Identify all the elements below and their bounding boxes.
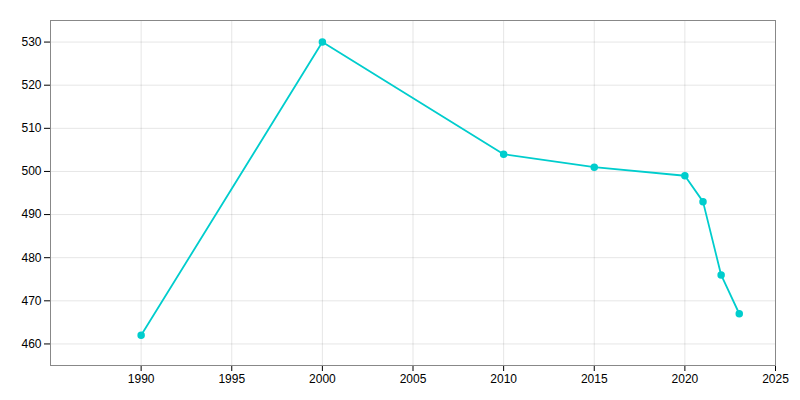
svg-text:1995: 1995: [218, 372, 245, 386]
svg-text:530: 530: [21, 35, 41, 49]
svg-text:2025: 2025: [762, 372, 789, 386]
svg-text:480: 480: [21, 251, 41, 265]
svg-text:2010: 2010: [490, 372, 517, 386]
svg-text:2000: 2000: [309, 372, 336, 386]
svg-text:2015: 2015: [581, 372, 608, 386]
svg-text:2020: 2020: [672, 372, 699, 386]
svg-text:1990: 1990: [128, 372, 155, 386]
svg-text:500: 500: [21, 164, 41, 178]
svg-text:2005: 2005: [400, 372, 427, 386]
svg-text:460: 460: [21, 337, 41, 351]
svg-text:470: 470: [21, 294, 41, 308]
svg-text:490: 490: [21, 207, 41, 221]
svg-text:510: 510: [21, 121, 41, 135]
svg-text:520: 520: [21, 78, 41, 92]
